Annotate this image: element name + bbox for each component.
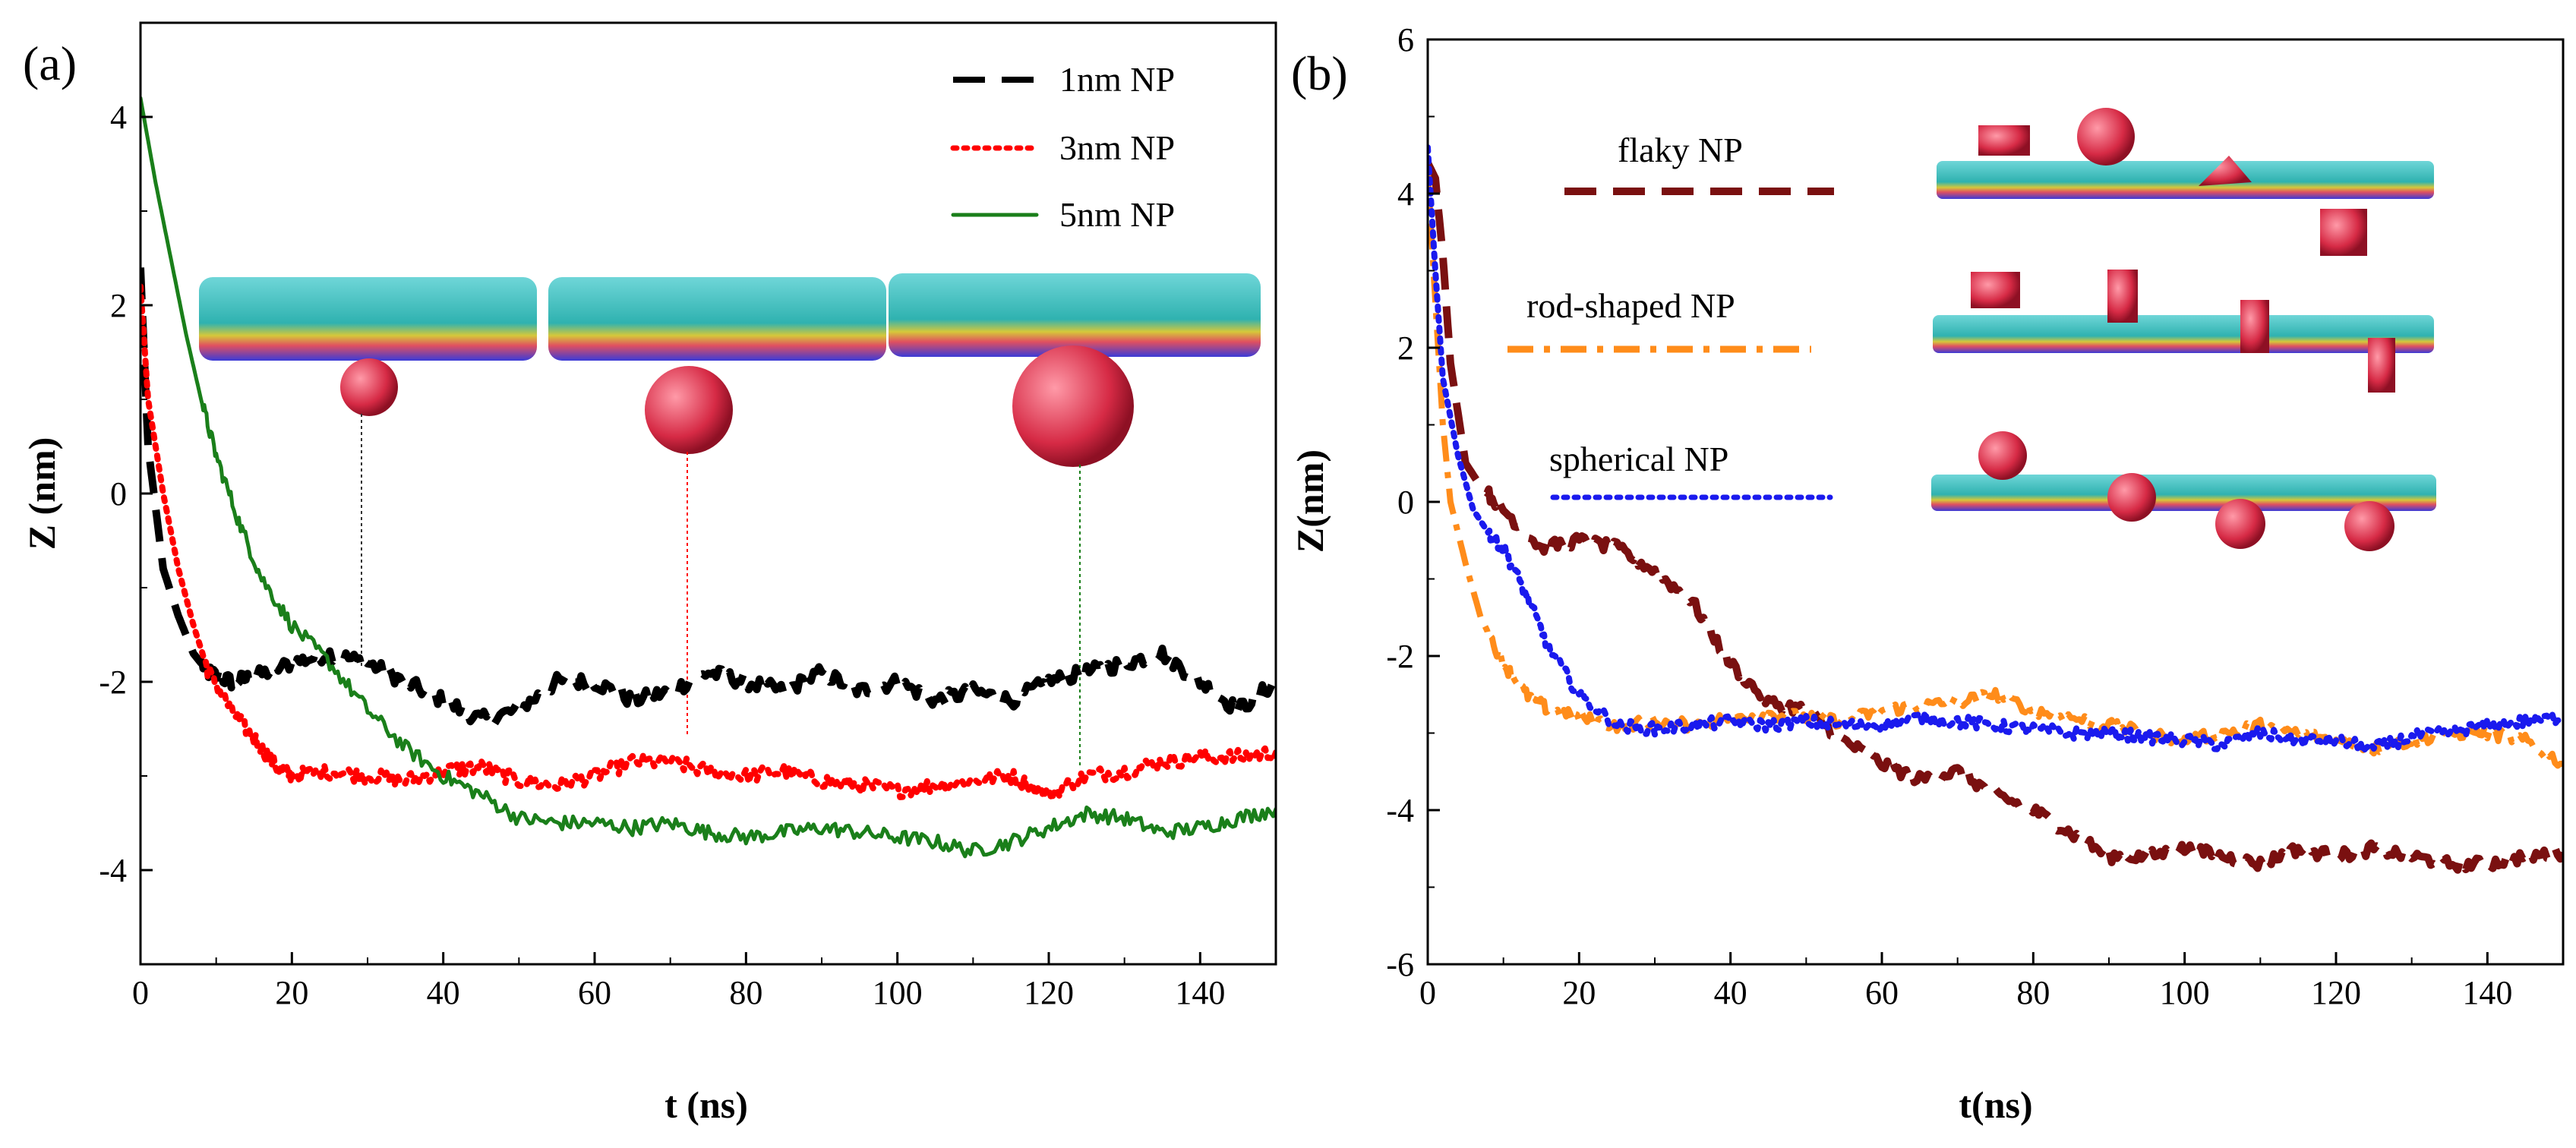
panel-b-y-tick-label: 4 — [1397, 175, 1414, 213]
panel-a-x-tick-label: 120 — [1024, 974, 1074, 1011]
legend-label-1nm: 1nm NP — [1059, 60, 1175, 99]
snapshot-1nm — [199, 277, 537, 668]
panel-a-y-tick-label: 0 — [110, 475, 127, 512]
panel-a-series-line-1nm-np — [140, 267, 1276, 727]
panel-a-series-line-3nm-np — [140, 283, 1276, 803]
panel-b-series — [1428, 144, 2563, 874]
panel-b-y-tick-label: 0 — [1397, 484, 1414, 521]
panel-a-x-axis-label: t (ns) — [665, 1083, 748, 1126]
panel-b-y-tick-label: -4 — [1386, 792, 1414, 829]
panel-b-label: (b) — [1291, 46, 1348, 100]
panel-a-x-tick-label: 20 — [275, 974, 308, 1011]
panel-b-x-tick-label: 40 — [1714, 974, 1747, 1011]
panel-b-y-tick-label: 6 — [1397, 21, 1414, 58]
legend-label-flaky: flaky NP — [1618, 131, 1743, 169]
panel-a-y-tick-label: -4 — [99, 852, 127, 889]
snapshot-flaky — [1937, 108, 2434, 256]
panel-a-x-tick-label: 100 — [873, 974, 923, 1011]
panel-b-legend: flaky NP rod-shaped NP spherical NP — [1507, 131, 1834, 500]
panel-b-y-axis-label: Z(nm) — [1289, 449, 1331, 553]
snapshot-5nm — [889, 273, 1261, 767]
panel-a-legend: 1nm NP 3nm NP 5nm NP — [950, 60, 1175, 234]
panel-b-snapshots — [1931, 108, 2436, 551]
panel-b-y-tick-label: -6 — [1386, 946, 1414, 983]
panel-a-axes: 0 20 40 60 80 100 120 140 -4 -2 0 2 4 — [99, 99, 1225, 1011]
panel-b-x-axis-label: t(ns) — [1959, 1083, 2032, 1126]
panel-b-axes: 0 20 40 60 80 100 120 140 -6 -4 -2 0 2 4 6 — [1386, 21, 2512, 1011]
panel-b-x-tick-label: 60 — [1865, 974, 1899, 1011]
panel-a-y-tick-label: 4 — [110, 99, 127, 136]
panel-a-y-tick-label: -2 — [99, 664, 127, 701]
snapshot-3nm — [548, 277, 886, 736]
panel-b-x-tick-label: 120 — [2311, 974, 2361, 1011]
panel-a-series-line-5nm-np — [140, 96, 1276, 859]
panel-a-series — [140, 96, 1276, 859]
panel-a-y-axis-label: Z (nm) — [21, 437, 63, 550]
panel-b-y-tick-label: 2 — [1397, 330, 1414, 367]
legend-label-spherical: spherical NP — [1549, 440, 1728, 478]
panel-a-y-tick-label: 2 — [110, 287, 127, 324]
panel-a-label: (a) — [23, 36, 77, 90]
panel-b-x-tick-label: 0 — [1419, 974, 1436, 1011]
panel-a-x-tick-label: 140 — [1175, 974, 1225, 1011]
panel-a: (a) 0 20 40 60 80 100 120 140 -4 -2 0 2 4 — [21, 21, 1277, 1126]
panel-b: (b) — [1289, 21, 2565, 1126]
panel-a-snapshots — [199, 273, 1261, 767]
panel-a-x-tick-label: 40 — [427, 974, 460, 1011]
panel-b-x-tick-label: 20 — [1562, 974, 1596, 1011]
panel-a-x-tick-label: 60 — [578, 974, 611, 1011]
snapshot-spherical — [1931, 431, 2436, 551]
panel-b-x-tick-label: 100 — [2160, 974, 2210, 1011]
panel-a-x-tick-label: 80 — [729, 974, 762, 1011]
legend-label-3nm: 3nm NP — [1059, 128, 1175, 167]
panel-a-x-tick-label: 0 — [132, 974, 149, 1011]
legend-label-rod-shaped: rod-shaped NP — [1526, 286, 1735, 325]
panel-b-x-tick-label: 140 — [2462, 974, 2512, 1011]
panel-b-series-line-spherical-np — [1428, 144, 2563, 755]
panel-b-x-tick-label: 80 — [2016, 974, 2050, 1011]
snapshot-rod-shaped — [1933, 270, 2434, 393]
legend-label-5nm: 5nm NP — [1059, 195, 1175, 234]
panel-b-y-tick-label: -2 — [1386, 638, 1414, 675]
panel-b-series-line-flaky-np — [1428, 159, 2563, 874]
